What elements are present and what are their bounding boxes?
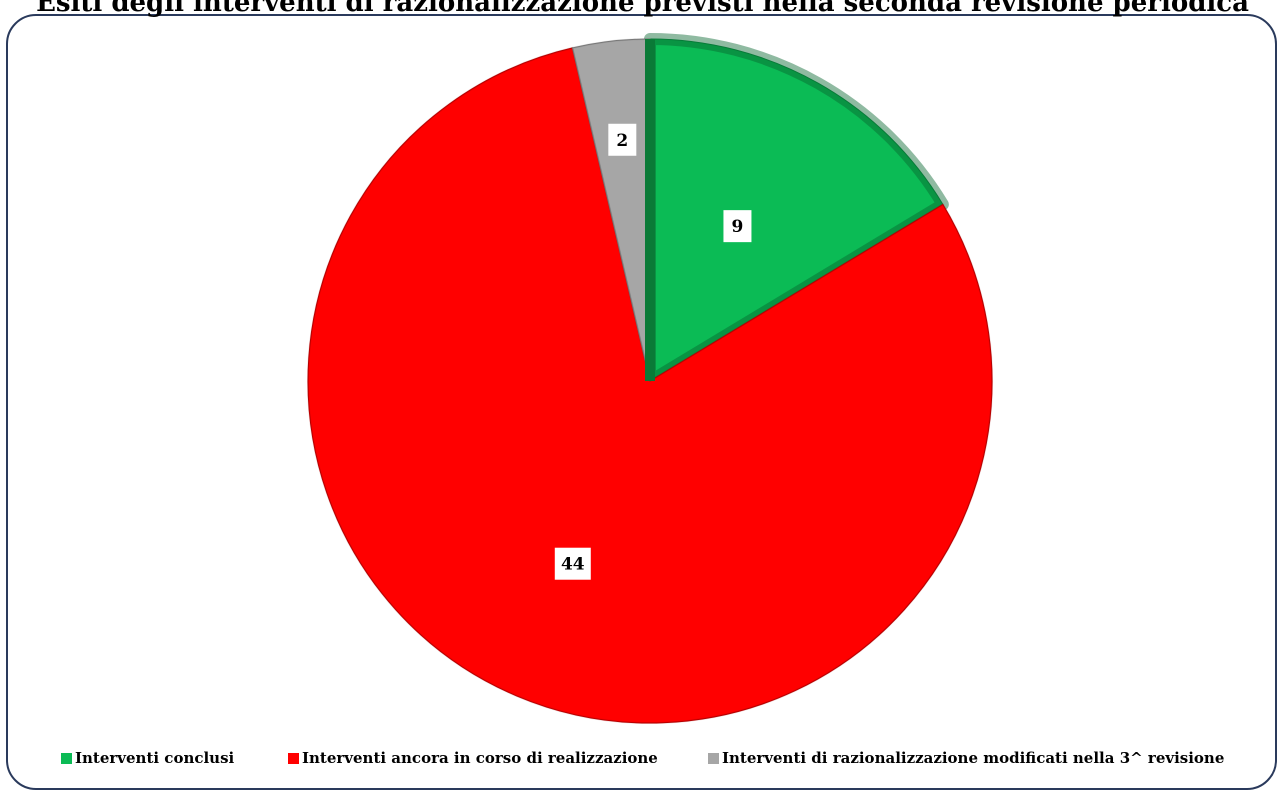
data-label-44: 44 <box>561 555 585 575</box>
pie-slices <box>308 39 992 723</box>
legend-label: Interventi di razionalizzazione modifica… <box>722 749 1224 767</box>
data-label-2: 2 <box>616 131 628 151</box>
chart-legend: Interventi conclusi Interventi ancora in… <box>0 749 1285 771</box>
legend-item-modificati: Interventi di razionalizzazione modifica… <box>708 749 1224 767</box>
chart-title: Esiti degli interventi di razionalizzazi… <box>0 0 1285 20</box>
legend-swatch-red <box>288 753 299 764</box>
legend-swatch-green <box>61 753 72 764</box>
legend-label: Interventi ancora in corso di realizzazi… <box>302 749 658 767</box>
data-label-9: 9 <box>732 217 744 237</box>
legend-label: Interventi conclusi <box>75 749 234 767</box>
legend-item-interventi-conclusi: Interventi conclusi <box>61 749 234 767</box>
legend-swatch-gray <box>708 753 719 764</box>
legend-item-in-corso: Interventi ancora in corso di realizzazi… <box>288 749 658 767</box>
